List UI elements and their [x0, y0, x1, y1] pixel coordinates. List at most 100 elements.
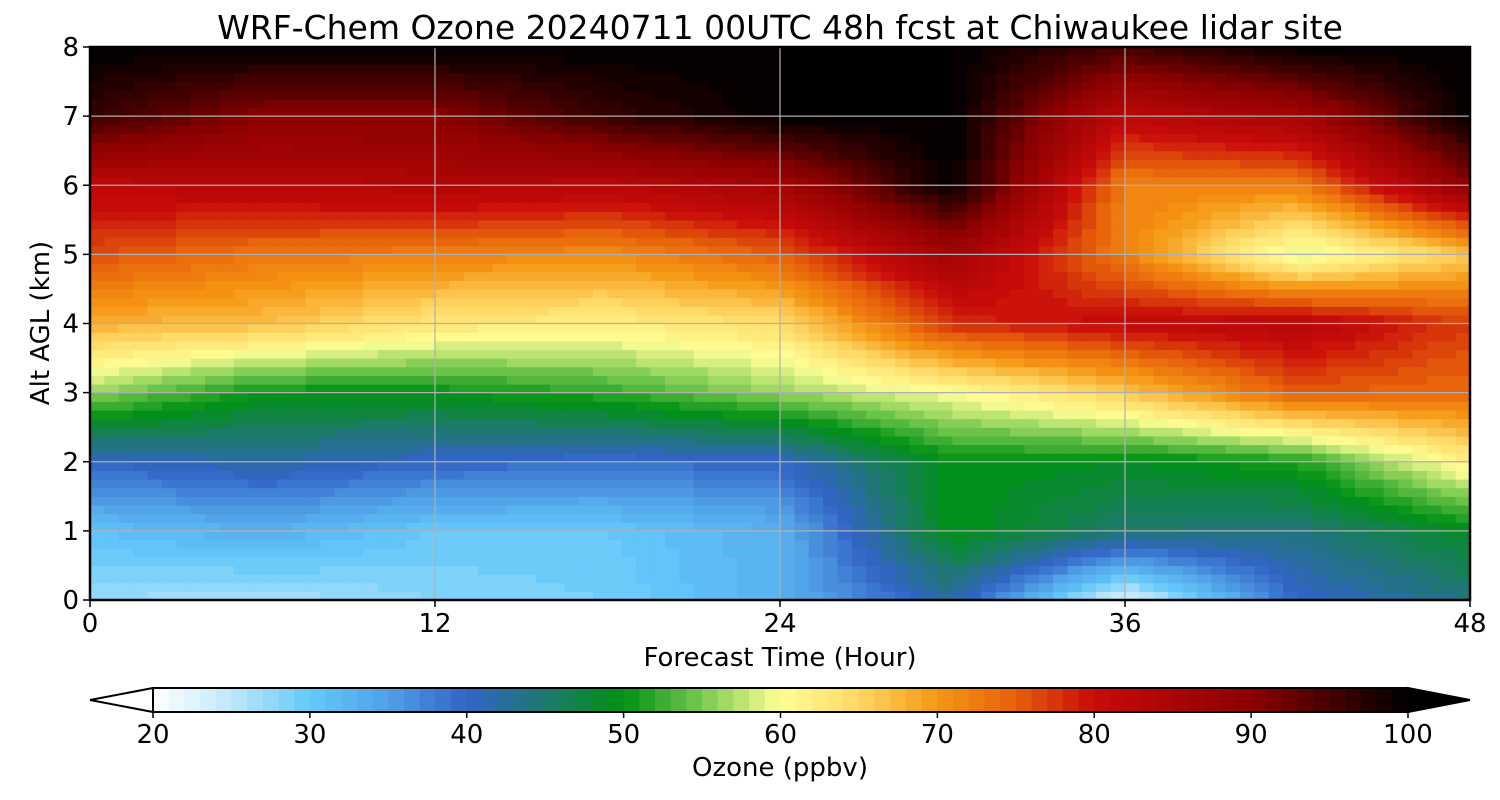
heatmap-cell: [190, 591, 206, 600]
heatmap-cell: [1369, 159, 1385, 169]
heatmap-cell: [104, 358, 120, 368]
heatmap-cell: [923, 228, 939, 238]
heatmap-cell: [736, 479, 752, 489]
heatmap-cell: [219, 479, 235, 489]
heatmap-cell: [952, 375, 968, 385]
heatmap-cell: [535, 219, 551, 230]
heatmap-cell: [535, 479, 551, 489]
heatmap-cell: [1211, 401, 1227, 411]
heatmap-cell: [133, 332, 149, 342]
heatmap-cell: [1455, 461, 1470, 471]
heatmap-cell: [550, 202, 565, 212]
heatmap-cell: [1096, 193, 1112, 204]
heatmap-cell: [837, 574, 853, 584]
heatmap-cell: [693, 530, 709, 541]
heatmap-cell: [636, 306, 652, 316]
heatmap-cell: [1211, 496, 1227, 506]
heatmap-cell: [1024, 202, 1040, 212]
heatmap-cell: [1340, 167, 1356, 178]
heatmap-cell: [233, 219, 249, 230]
heatmap-cell: [1383, 202, 1399, 212]
heatmap-cell: [1024, 254, 1040, 264]
heatmap-cell: [1024, 496, 1040, 506]
heatmap-cell: [1383, 211, 1399, 221]
heatmap-cell: [1240, 211, 1255, 221]
heatmap-cell: [823, 513, 839, 523]
heatmap-cell: [1153, 392, 1169, 402]
heatmap-cell: [133, 366, 149, 376]
heatmap-cell: [492, 539, 508, 549]
heatmap-cell: [1081, 479, 1097, 489]
heatmap-cell: [1196, 522, 1212, 532]
heatmap-cell: [995, 453, 1011, 463]
heatmap-cell: [823, 202, 839, 212]
heatmap-cell: [1168, 548, 1184, 558]
heatmap-cell: [262, 314, 278, 325]
heatmap-cell: [564, 254, 580, 264]
heatmap-cell: [1081, 375, 1097, 385]
heatmap-cell: [118, 582, 134, 592]
heatmap-cell: [1139, 522, 1155, 532]
heatmap-cell: [1412, 504, 1428, 515]
heatmap-cell: [348, 522, 364, 532]
heatmap-cell: [1383, 461, 1399, 471]
heatmap-cell: [1355, 167, 1370, 178]
heatmap-cell: [866, 340, 882, 351]
heatmap-cell: [736, 167, 752, 178]
heatmap-cell: [348, 470, 364, 480]
heatmap-cell: [1024, 193, 1040, 204]
heatmap-cell: [722, 556, 738, 567]
heatmap-cell: [1067, 211, 1083, 221]
heatmap-cell: [708, 193, 724, 204]
heatmap-cell: [1081, 314, 1097, 325]
heatmap-cell: [593, 418, 609, 428]
heatmap-cell: [736, 574, 752, 584]
heatmap-cell: [406, 461, 422, 471]
heatmap-cell: [1081, 574, 1097, 584]
heatmap-cell: [1240, 340, 1255, 351]
heatmap-cell: [1024, 280, 1040, 290]
heatmap-cell: [348, 539, 364, 549]
heatmap-cell: [1010, 280, 1025, 290]
heatmap-cell: [981, 219, 997, 230]
heatmap-cell: [449, 487, 465, 497]
heatmap-cell: [90, 504, 105, 515]
heatmap-cell: [636, 539, 652, 549]
heatmap-cell: [952, 263, 968, 273]
heatmap-cell: [1053, 435, 1069, 446]
heatmap-cell: [1153, 176, 1169, 186]
heatmap-cell: [506, 427, 522, 437]
heatmap-cell: [1297, 176, 1313, 186]
heatmap-cell: [880, 409, 896, 420]
heatmap-cell: [391, 591, 407, 600]
heatmap-cell: [506, 461, 522, 471]
heatmap-cell: [176, 556, 192, 567]
heatmap-cell: [478, 556, 494, 567]
heatmap-cell: [348, 401, 364, 411]
heatmap-cell: [1311, 444, 1327, 454]
heatmap-cell: [1412, 271, 1428, 281]
heatmap-cell: [995, 565, 1011, 575]
heatmap-cell: [722, 150, 738, 160]
heatmap-cell: [391, 392, 407, 402]
heatmap-cell: [895, 358, 910, 368]
heatmap-cell: [478, 470, 494, 480]
heatmap-cell: [909, 522, 925, 532]
heatmap-cell: [1024, 314, 1040, 325]
heatmap-cell: [1340, 185, 1356, 195]
heatmap-cell: [880, 237, 896, 247]
heatmap-cell: [291, 479, 307, 489]
heatmap-cell: [535, 496, 551, 506]
heatmap-cell: [205, 254, 220, 264]
heatmap-cell: [1211, 159, 1227, 169]
heatmap-cell: [1081, 297, 1097, 307]
heatmap-cell: [535, 280, 551, 290]
heatmap-cell: [1254, 167, 1270, 178]
heatmap-cell: [1110, 202, 1126, 212]
heatmap-cell: [1383, 185, 1399, 195]
heatmap-cell: [1081, 530, 1097, 541]
heatmap-cell: [1311, 193, 1327, 204]
heatmap-cell: [1412, 565, 1428, 575]
heatmap-cell: [291, 409, 307, 420]
heatmap-cell: [118, 418, 134, 428]
